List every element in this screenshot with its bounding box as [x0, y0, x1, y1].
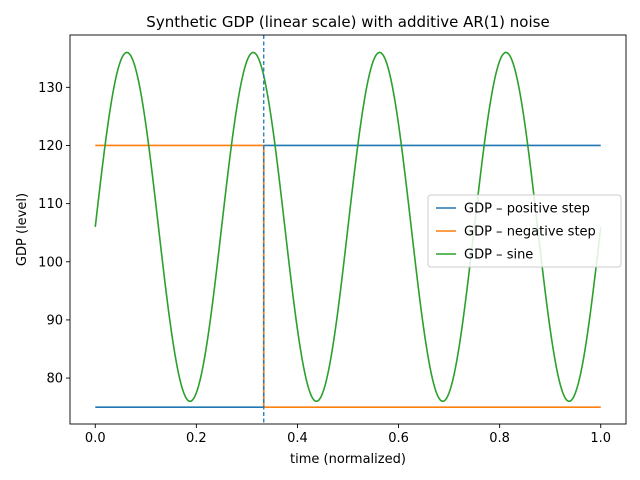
x-tick-label: 0.8 — [489, 431, 510, 446]
legend: GDP – positive step GDP – negative step GD… — [427, 194, 622, 268]
x-tick-label: 1.0 — [590, 431, 611, 446]
legend-box — [427, 194, 622, 268]
series-line-2 — [94, 51, 602, 403]
x-tick-label: 0.0 — [85, 431, 106, 446]
x-tick-label: 0.4 — [287, 431, 308, 446]
y-tick-label: 90 — [46, 313, 63, 328]
legend-entry-label: GDP – sine — [464, 248, 533, 263]
x-tick-label: 0.2 — [186, 431, 207, 446]
y-tick-label: 120 — [38, 139, 63, 154]
chart-title: Synthetic GDP (linear scale) with additi… — [146, 13, 549, 31]
series-line-1 — [95, 144, 601, 408]
y-tick-label: 80 — [46, 372, 63, 387]
y-tick-label: 100 — [38, 255, 63, 270]
series-line-0 — [95, 144, 601, 408]
legend-entry-label: GDP – positive step — [464, 202, 590, 217]
y-tick-label: 110 — [38, 197, 63, 212]
x-axis-label: time (normalized) — [290, 452, 406, 467]
legend-entry-label: GDP – negative step — [464, 225, 596, 240]
y-tick-label: 130 — [38, 81, 63, 96]
y-axis-label: GDP (level) — [15, 193, 30, 266]
axes-frame — [69, 34, 627, 425]
x-tick-label: 0.6 — [388, 431, 409, 446]
